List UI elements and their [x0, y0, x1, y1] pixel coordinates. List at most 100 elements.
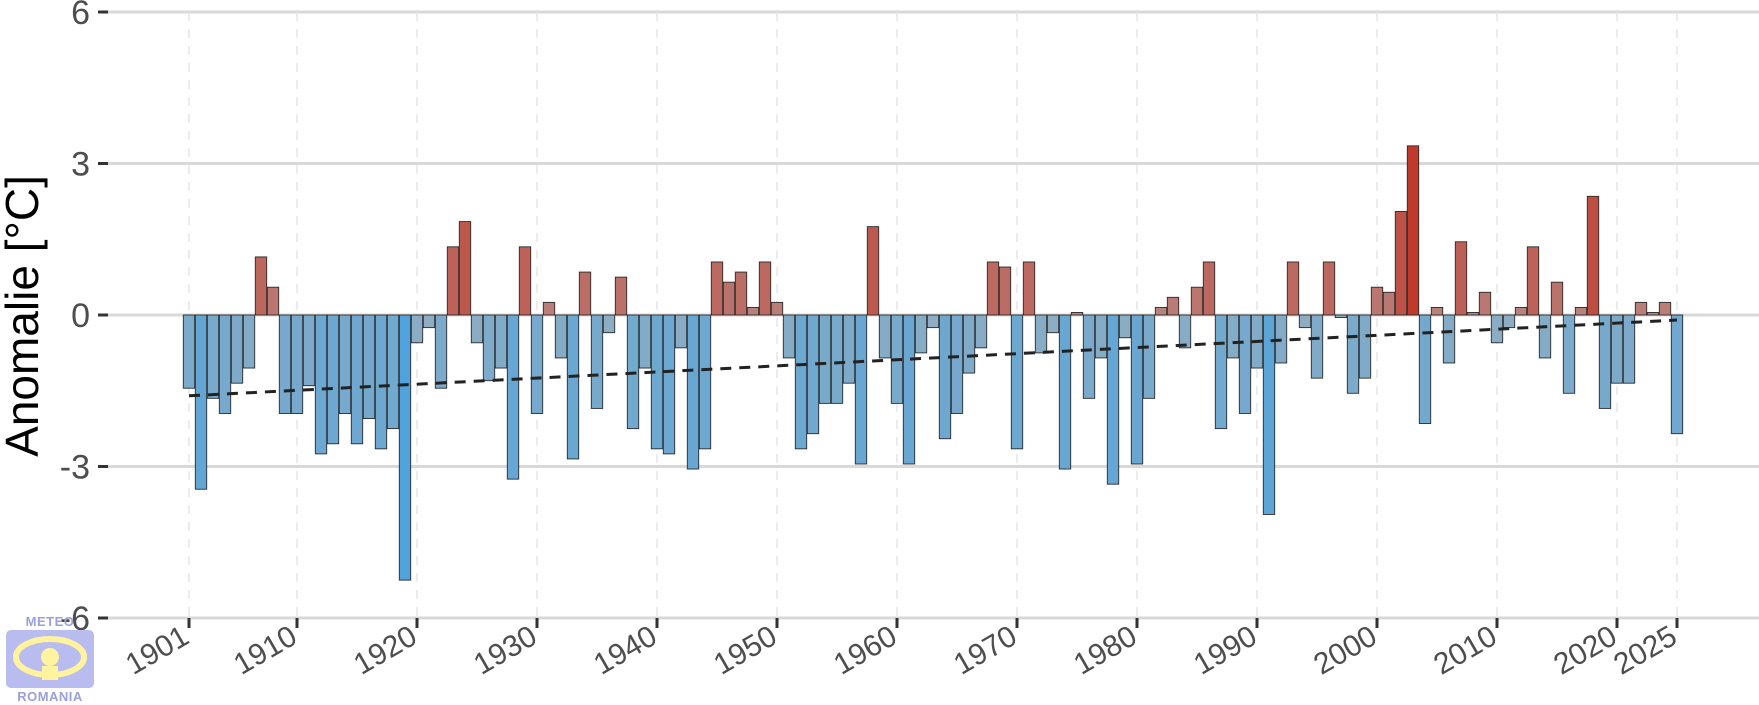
bar — [590, 314, 604, 409]
bar — [1262, 314, 1276, 515]
logo-bottom-text: ROMANIA — [17, 689, 83, 704]
bar — [1082, 314, 1096, 399]
bar — [1574, 306, 1588, 316]
bar — [770, 301, 784, 316]
bar — [1094, 314, 1108, 359]
bar — [1526, 246, 1540, 316]
bar — [1142, 314, 1156, 399]
bar — [1046, 314, 1060, 334]
bar — [1442, 314, 1456, 364]
bar — [674, 314, 688, 349]
x-tick-label: 1920 — [348, 619, 422, 681]
bar — [638, 314, 652, 369]
bar — [1370, 286, 1384, 316]
bar — [518, 246, 532, 316]
bar — [818, 314, 832, 404]
bar — [1418, 314, 1432, 425]
bar — [830, 314, 844, 404]
bar — [614, 276, 628, 316]
bar — [1562, 314, 1576, 394]
bar — [410, 314, 424, 344]
bar — [1190, 286, 1204, 316]
bar — [470, 314, 484, 344]
bar — [602, 314, 616, 334]
trend-line — [188, 318, 1678, 398]
bar — [374, 314, 388, 450]
x-tick-label: 2010 — [1428, 619, 1502, 681]
bar — [1670, 314, 1684, 435]
bar — [686, 314, 700, 470]
logo-emblem-icon — [6, 630, 94, 688]
trend-line-path — [188, 318, 1678, 398]
bar — [1550, 281, 1564, 316]
meteo-romania-logo: METEO ROMANIA — [4, 614, 96, 704]
bar — [962, 314, 976, 374]
bar — [1070, 312, 1084, 316]
bar — [1154, 306, 1168, 316]
bar — [1058, 314, 1072, 470]
bar — [950, 314, 964, 414]
bar — [1202, 261, 1216, 316]
bar — [530, 314, 544, 414]
x-tick-label: 1960 — [828, 619, 902, 681]
bar — [866, 226, 880, 316]
bar — [194, 314, 208, 490]
x-axis-ticks: 1901 1910 1920 1930 1940 1950 1960 1970 1980 1990… — [120, 618, 1683, 681]
bar — [1130, 314, 1144, 465]
y-tick-label: 0 — [71, 297, 90, 335]
bar — [1298, 314, 1312, 329]
bar — [1034, 314, 1048, 354]
bar — [242, 314, 256, 369]
bar — [218, 314, 232, 414]
bar — [446, 246, 460, 316]
bar — [1466, 312, 1480, 316]
bar — [1334, 314, 1348, 318]
y-tick-label: 3 — [71, 146, 90, 184]
bar — [386, 314, 400, 430]
bar — [1358, 314, 1372, 379]
bar — [206, 314, 220, 399]
bar — [902, 314, 916, 465]
bar — [938, 314, 952, 440]
bar — [1622, 314, 1636, 384]
bar — [650, 314, 664, 450]
bar — [1118, 314, 1132, 339]
bar — [1286, 261, 1300, 316]
bar — [746, 306, 760, 316]
bar — [278, 314, 292, 414]
x-tick-label: 1940 — [588, 619, 662, 681]
bar — [1502, 314, 1516, 329]
bar — [974, 314, 988, 349]
x-tick-label: 1980 — [1068, 619, 1142, 681]
bar — [806, 314, 820, 435]
bar — [1454, 241, 1468, 316]
bar — [1106, 314, 1120, 485]
x-tick-label: 1950 — [708, 619, 782, 681]
y-axis-label: Anomalie [°C] — [0, 175, 48, 457]
bar — [914, 314, 928, 354]
y-tick-label: -3 — [60, 449, 90, 487]
bar — [794, 314, 808, 450]
bar — [434, 314, 448, 389]
bar — [1478, 291, 1492, 316]
x-tick-label: 1901 — [120, 619, 194, 681]
bar — [566, 314, 580, 460]
bar — [986, 261, 1000, 316]
bar — [1310, 314, 1324, 379]
bar — [350, 314, 364, 445]
bar — [266, 286, 280, 316]
bar — [1658, 301, 1672, 316]
bar — [1238, 314, 1252, 414]
bar — [506, 314, 520, 480]
bar — [1610, 314, 1624, 384]
bar — [482, 314, 496, 382]
x-tick-label: 1970 — [948, 619, 1022, 681]
bar — [182, 314, 196, 389]
bar — [290, 314, 304, 414]
bar — [1022, 261, 1036, 316]
bar — [1178, 314, 1192, 349]
bar — [1226, 314, 1240, 359]
x-tick-label: 1930 — [468, 619, 542, 681]
bar — [1406, 145, 1420, 316]
bar — [302, 314, 316, 387]
